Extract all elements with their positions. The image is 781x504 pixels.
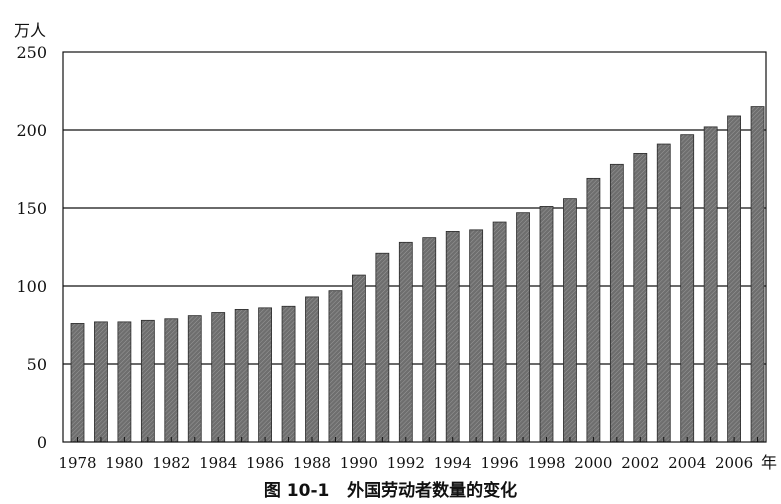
x-tick-label: 2002 [621,454,659,472]
x-tick-label: 2006 [715,454,753,472]
y-tick-label: 200 [16,121,47,140]
x-tick-label: 2000 [574,454,612,472]
bar-1978 [70,323,85,443]
y-axis-unit-label: 万人 [14,21,46,40]
y-tick-label: 0 [37,433,47,452]
bar-1979 [94,321,108,443]
x-tick-label: 1994 [434,454,472,472]
y-tick-labels: 0 50 100 150 200 250 [16,43,47,452]
bar-1986 [258,307,273,443]
bar-1992 [398,241,413,443]
x-tick-label: 1986 [246,454,284,472]
figure-caption: 图 10-1 外国劳动者数量的变化 [263,481,518,501]
bar-1999 [563,198,577,443]
bar-1980 [117,321,132,443]
bar-1982 [164,318,179,443]
bar-1983 [187,315,202,443]
gridlines [63,129,766,365]
bar-1988 [305,296,319,443]
bar-2006 [727,115,741,443]
bar-1989 [328,290,343,443]
x-axis-unit-label: 年 [761,453,777,472]
bar-1984 [211,312,226,443]
bar-1990 [351,274,366,443]
bar-1998 [539,206,554,443]
y-tick-label: 50 [27,355,47,374]
bar-2004 [680,134,695,443]
x-tick-label: 1998 [527,454,565,472]
bar-1991 [375,252,390,443]
bar-1981 [140,319,155,443]
y-tick-label: 150 [16,199,47,218]
x-tick-label: 1984 [199,454,237,472]
plot-frame [62,51,767,443]
bar-2002 [633,152,648,443]
x-tick-label: 1992 [387,454,425,472]
bar-1987 [281,305,296,443]
y-tick-label: 100 [16,277,47,296]
bar-1995 [469,229,484,443]
x-tick-label: 1980 [105,454,143,472]
bars [70,106,765,443]
bar-1993 [422,237,437,443]
x-tick-label: 1990 [340,454,378,472]
x-tick-labels: 1978 1980 1982 1984 1986 1988 1990 1992 1994 1996… [58,454,753,472]
bar-2005 [703,126,718,443]
bar-2003 [656,143,671,443]
bar-1996 [492,221,507,443]
bar-2000 [586,177,601,443]
y-tick-label: 250 [16,43,47,62]
bar-1985 [234,308,249,443]
x-tick-label: 2004 [668,454,706,472]
bar-2001 [609,163,624,443]
x-tick-label: 1982 [152,454,190,472]
x-tick-label: 1988 [293,454,331,472]
bar-2007 [750,106,765,443]
x-tick-label: 1996 [481,454,519,472]
bar-1994 [445,230,460,443]
x-tick-label: 1978 [58,454,96,472]
bar-1997 [516,212,530,443]
